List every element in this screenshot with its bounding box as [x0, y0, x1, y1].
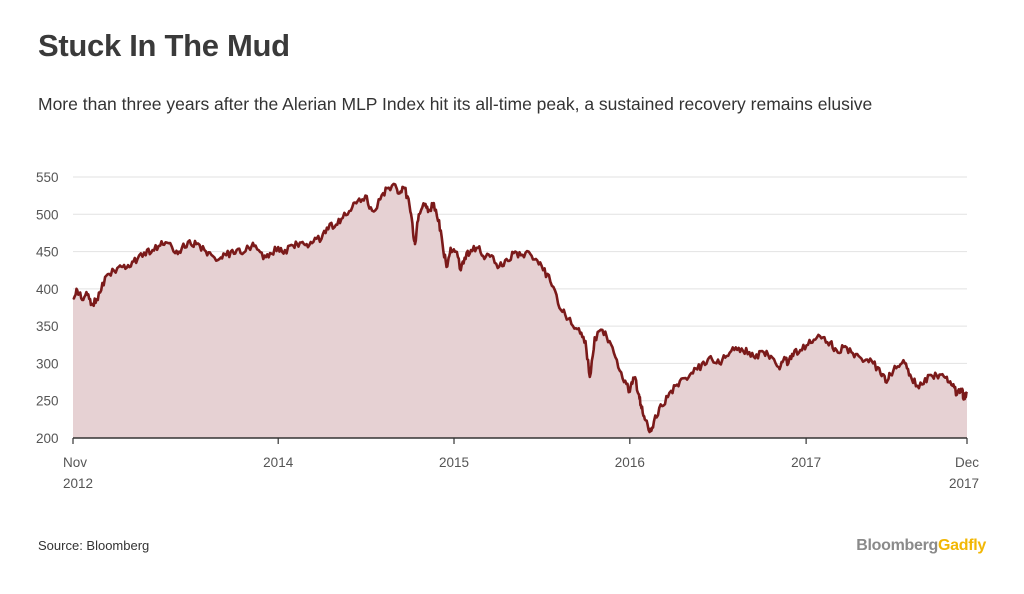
area-chart: 200 250 300 350 400 450 500 550 Nov 2012 2014 2015…	[36, 170, 979, 491]
logo-bloomberg: Bloomberg	[856, 537, 938, 554]
source-note: Source: Bloomberg	[38, 538, 150, 553]
x-tick-label-year: 2012	[63, 476, 93, 491]
chart-title: Stuck In The Mud	[38, 28, 290, 63]
x-axis: Nov 2012 2014 2015 2016 2017 Dec 2017	[63, 437, 979, 491]
y-tick-label-550: 550	[36, 170, 59, 185]
x-tick-label: 2017	[791, 455, 821, 470]
y-tick-label-400: 400	[36, 282, 59, 297]
y-tick-label-250: 250	[36, 394, 59, 409]
x-tick-label: 2016	[615, 455, 645, 470]
x-tick-label: Dec	[955, 455, 979, 470]
series-area	[73, 183, 967, 438]
y-tick-label-500: 500	[36, 207, 59, 222]
x-tick-label: 2014	[263, 455, 294, 470]
x-tick-label: Nov	[63, 455, 87, 470]
y-tick-label-350: 350	[36, 319, 59, 334]
x-tick-label-year: 2017	[949, 476, 979, 491]
x-tick-label: 2015	[439, 455, 469, 470]
y-tick-label-300: 300	[36, 356, 59, 371]
y-tick-label-450: 450	[36, 245, 59, 260]
brand-logo: BloombergGadfly	[856, 537, 986, 555]
y-tick-label-200: 200	[36, 431, 59, 446]
chart-subtitle: More than three years after the Alerian …	[38, 94, 873, 114]
series-line	[72, 182, 969, 434]
logo-gadfly: Gadfly	[938, 537, 986, 554]
y-axis-ticks: 200 250 300 350 400 450 500 550	[36, 170, 59, 446]
